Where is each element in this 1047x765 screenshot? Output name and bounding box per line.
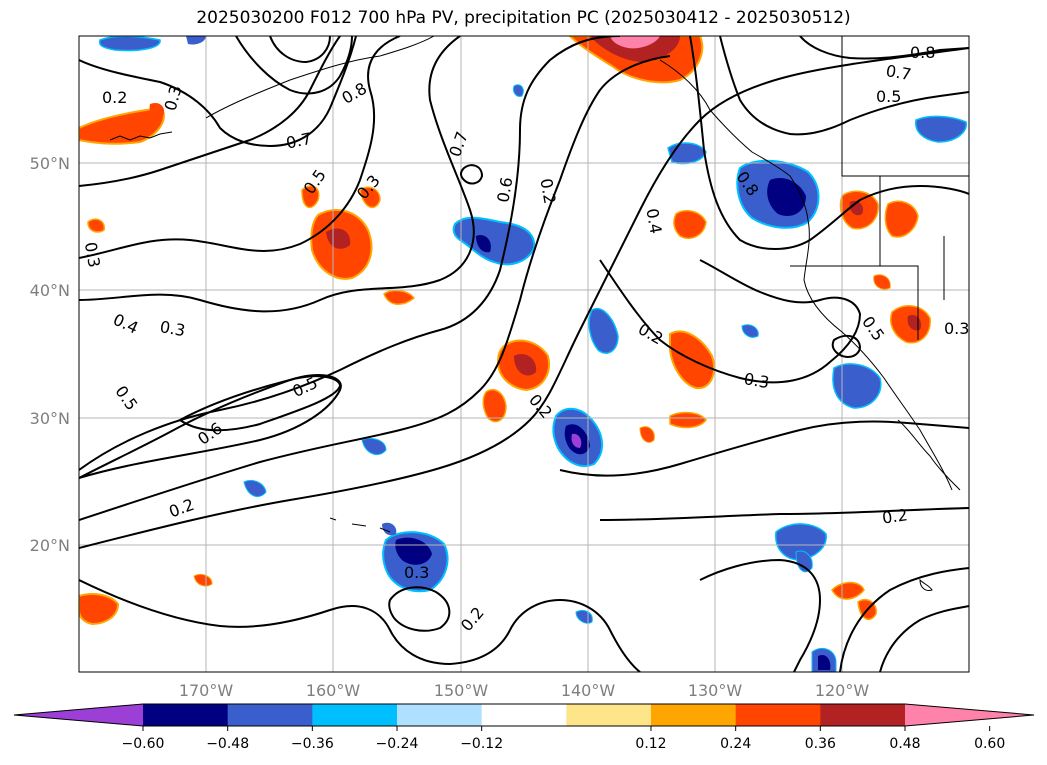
colorbar-tick-label: −0.60 [122,736,165,752]
contour-label: 0.3 [81,241,104,269]
lon-label: 160°W [306,681,361,700]
contour-label: 0.7 [284,129,313,153]
colorbar: −0.60 −0.48 −0.36 −0.24 −0.12 0.12 0.24 0.36 0.4… [13,703,1035,752]
lon-label: 130°W [688,681,743,700]
lon-label: 120°W [815,681,870,700]
colorbar-segment [227,704,313,726]
colorbar-segment [312,704,398,726]
colorbar-tick-label: −0.36 [291,736,334,752]
contour-label: 0.2 [536,177,559,205]
colorbar-tick-label: 0.24 [720,736,751,752]
colorbar-segment [566,704,652,726]
chart-title: 2025030200 F012 700 hPa PV, precipitatio… [196,8,851,28]
colorbar-extend-min [14,704,143,726]
contour-label: 0.2 [881,505,909,527]
colorbar-tick-label: −0.48 [206,736,249,752]
coastlines [109,36,969,591]
contour-label: 0.3 [944,319,969,338]
lon-label: 140°W [561,681,616,700]
colorbar-tick-label: −0.12 [460,736,503,752]
colorbar-segment [481,704,567,726]
colorbar-segment [820,704,906,726]
colorbar-segment [651,704,737,726]
lat-axis: 50°N 40°N 30°N 20°N [30,154,70,555]
colorbar-tick-label: 0.48 [889,736,920,752]
lat-label: 40°N [30,281,70,300]
colorbar-tick-label: 0.60 [974,736,1005,752]
contour-label: 0.7 [884,61,912,84]
contour-label: 0.3 [742,369,770,392]
colorbar-extend-max [905,704,1034,726]
colorbar-tick-label: 0.36 [805,736,836,752]
lat-label: 50°N [30,154,70,173]
contour-label: 0.2 [102,88,127,107]
lon-label: 150°W [434,681,489,700]
contour-label: 0.5 [876,87,901,106]
map-frame [78,35,970,673]
colorbar-segment [397,704,483,726]
colorbar-tick-label: −0.24 [376,736,419,752]
contour-label: 0.3 [158,317,186,340]
colorbar-segment [735,704,821,726]
lon-axis: 170°W 160°W 150°W 140°W 130°W 120°W [179,681,870,700]
colorbar-tick-label: 0.12 [635,736,666,752]
contour-label: 0.4 [642,207,665,235]
lon-label: 170°W [179,681,234,700]
gridlines [79,36,969,672]
lat-label: 20°N [30,536,70,555]
pv-contours [79,36,969,672]
contour-label: 0.3 [404,563,429,582]
colorbar-segment [143,704,229,726]
contour-label: 0.8 [910,43,935,62]
lat-label: 30°N [30,409,70,428]
contour-label: 0.6 [493,176,516,204]
